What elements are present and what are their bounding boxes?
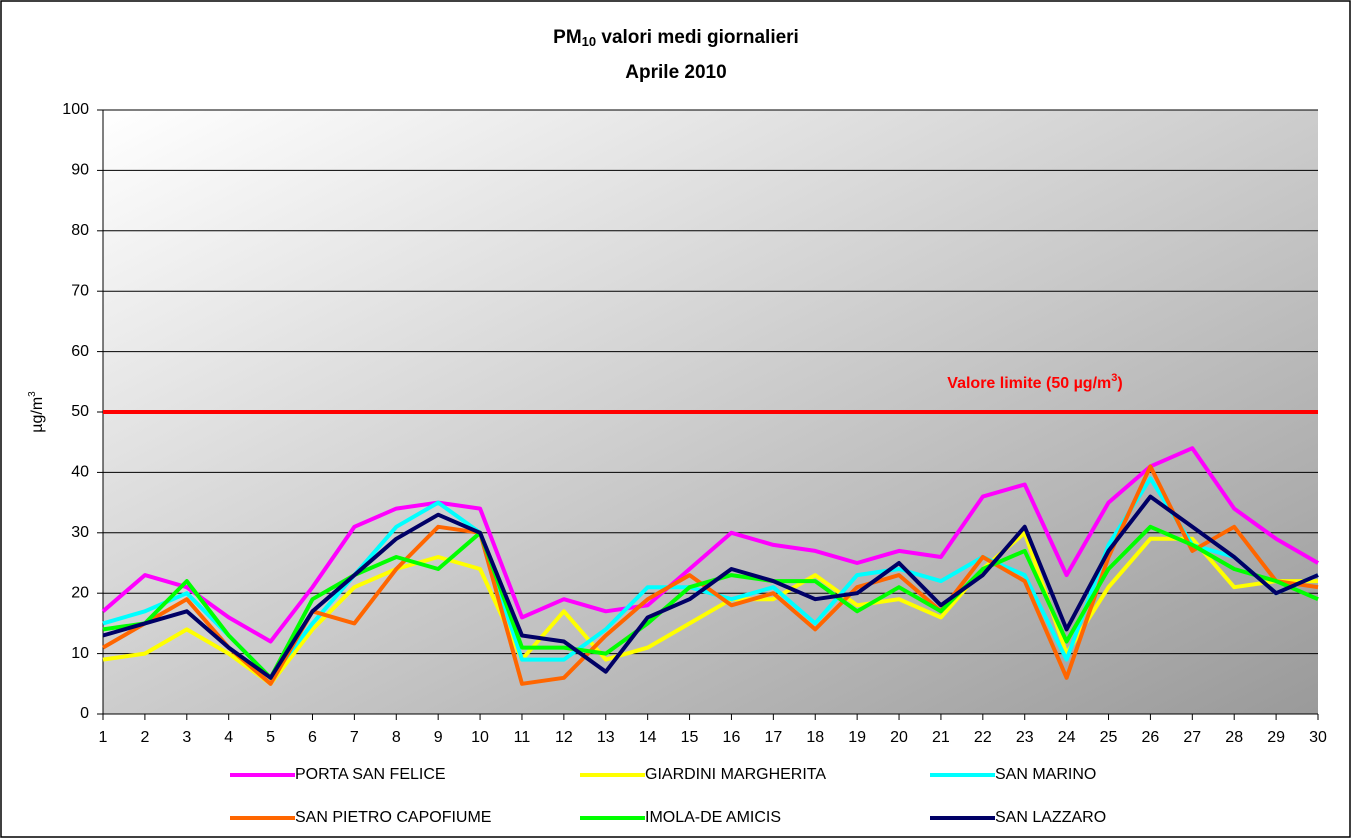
series-line (102, 524, 1319, 680)
series-line (102, 494, 1319, 680)
legend-label: IMOLA-DE AMICIS (645, 809, 781, 826)
x-tick-label: 19 (848, 729, 866, 746)
x-tick-label: 26 (1142, 729, 1160, 746)
chart-subtitle: Aprile 2010 (625, 62, 726, 83)
series-line (102, 476, 1319, 680)
x-tick-label: 29 (1267, 729, 1285, 746)
y-tick-label: 20 (71, 584, 89, 601)
reference-label-sup: 3 (1111, 372, 1117, 384)
x-tick-label: 30 (1309, 729, 1327, 746)
x-tick-label: 15 (681, 729, 699, 746)
y-tick-label: 60 (71, 343, 89, 360)
y-tick-label: 70 (71, 282, 89, 299)
reference-label: Valore limite (50 µg/m3) (947, 372, 1122, 392)
x-tick-label: 3 (182, 729, 191, 746)
legend-label: GIARDINI MARGHERITA (645, 766, 826, 783)
x-tick-label: 17 (764, 729, 782, 746)
x-tick-label: 14 (639, 729, 657, 746)
legend-label: PORTA SAN FELICE (295, 766, 446, 783)
x-tick-label: 12 (555, 729, 573, 746)
x-tick-label: 28 (1225, 729, 1243, 746)
x-tick-label: 27 (1183, 729, 1201, 746)
x-tick-label: 2 (140, 729, 149, 746)
x-tick-label: 11 (514, 729, 531, 746)
x-tick-label: 6 (308, 729, 317, 746)
y-tick-label: 30 (71, 524, 89, 541)
legend-label: SAN PIETRO CAPOFIUME (295, 809, 491, 826)
x-tick-label: 7 (350, 729, 359, 746)
x-tick-label: 23 (1016, 729, 1034, 746)
y-tick-label: 0 (80, 705, 89, 722)
y-tick-label: 90 (71, 162, 89, 179)
y-tick-label: 100 (62, 101, 89, 118)
y-tick-label: 10 (71, 645, 89, 662)
x-tick-label: 22 (974, 729, 992, 746)
x-tick-label: 18 (806, 729, 824, 746)
y-tick-label: 40 (71, 464, 89, 481)
x-tick-label: 13 (597, 729, 615, 746)
series-line (101, 446, 1320, 644)
x-tick-label: 24 (1058, 729, 1076, 746)
x-tick-label: 21 (932, 729, 950, 746)
y-axis-label: µg/m3 (27, 391, 47, 433)
x-tick-label: 9 (434, 729, 443, 746)
series-line (102, 530, 1318, 686)
x-tick-label: 4 (224, 729, 233, 746)
x-tick-label: 20 (890, 729, 908, 746)
x-tick-label: 8 (392, 729, 401, 746)
y-tick-label: 50 (71, 403, 89, 420)
legend-label: SAN LAZZARO (995, 809, 1106, 826)
x-tick-label: 16 (723, 729, 741, 746)
x-tick-label: 10 (471, 729, 489, 746)
x-tick-label: 25 (1100, 729, 1118, 746)
x-tick-label: 1 (99, 729, 108, 746)
reference-label-part: ) (1117, 375, 1122, 392)
reference-label-part: Valore limite (50 µg/m (947, 375, 1111, 392)
x-tick-label: 5 (266, 729, 275, 746)
chart-title: PM10 valori medi giornalieri (553, 27, 799, 49)
y-tick-label: 80 (71, 222, 89, 239)
legend-label: SAN MARINO (995, 766, 1096, 783)
